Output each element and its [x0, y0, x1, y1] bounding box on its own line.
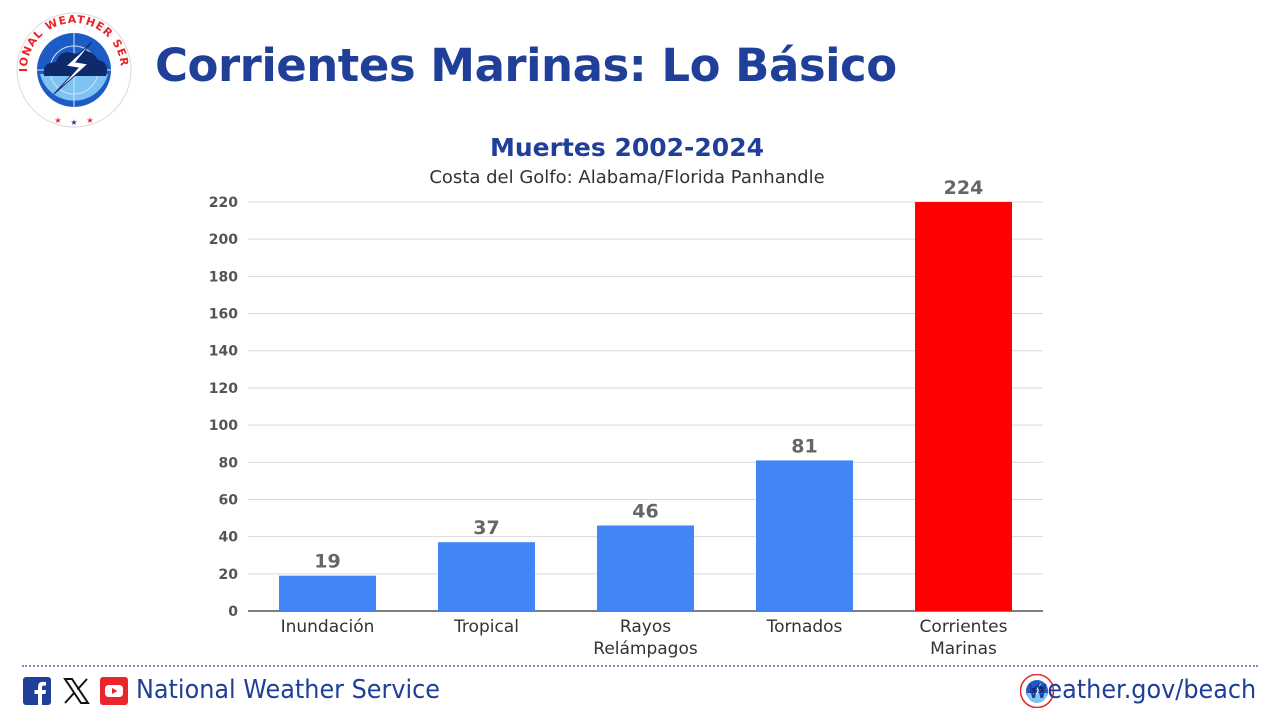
y-tick-label: 100	[209, 418, 238, 434]
bar-value-label: 19	[314, 551, 340, 573]
bar	[915, 202, 1012, 611]
x-category-label: Tropical	[453, 617, 519, 637]
y-tick-label: 200	[209, 232, 238, 248]
page-title: Corrientes Marinas: Lo Básico	[155, 39, 897, 92]
y-tick-label: 0	[228, 604, 238, 620]
bar-value-label: 46	[632, 500, 658, 522]
x-icon[interactable]	[62, 677, 90, 705]
x-category-label: Relámpagos	[593, 639, 698, 659]
y-tick-label: 160	[209, 307, 238, 323]
x-category-label: Tornados	[766, 617, 843, 637]
chart-subtitle: Costa del Golfo: Alabama/Florida Panhand…	[429, 167, 824, 188]
bar-value-label: 37	[473, 517, 499, 539]
y-tick-label: 220	[209, 195, 238, 211]
nws-mini-logo	[1020, 674, 1054, 708]
deaths-bar-chart: Muertes 2002-2024 Costa del Golfo: Alaba…	[209, 133, 1043, 659]
x-category-label: Inundación	[281, 617, 375, 637]
footer-org-name: National Weather Service	[136, 675, 441, 705]
bar-value-label: 224	[944, 177, 984, 199]
footer-divider	[22, 665, 1258, 667]
bar	[756, 460, 853, 611]
bar	[438, 542, 535, 611]
y-tick-label: 120	[209, 381, 238, 397]
chart-title: Muertes 2002-2024	[490, 133, 764, 162]
y-tick-label: 80	[219, 455, 239, 471]
svg-text:★: ★	[54, 116, 61, 125]
y-tick-label: 40	[219, 530, 239, 546]
svg-text:★: ★	[70, 118, 77, 127]
x-category-label: Marinas	[930, 639, 997, 659]
bar-value-label: 81	[791, 435, 817, 457]
nws-logo: NATIONAL WEATHER SERVICE ★ ★ ★	[14, 10, 132, 128]
y-tick-label: 20	[219, 567, 239, 583]
y-tick-label: 180	[209, 269, 238, 285]
bar	[597, 525, 694, 611]
facebook-icon[interactable]	[23, 677, 51, 705]
footer-website-link[interactable]: weather.gov/beach	[1027, 675, 1256, 705]
y-tick-label: 60	[219, 492, 239, 508]
svg-text:★: ★	[86, 116, 93, 125]
y-tick-label: 140	[209, 344, 238, 360]
x-category-label: Corrientes	[920, 617, 1008, 637]
bar	[279, 575, 376, 611]
youtube-icon[interactable]	[100, 677, 128, 705]
x-category-label: Rayos	[620, 617, 671, 637]
